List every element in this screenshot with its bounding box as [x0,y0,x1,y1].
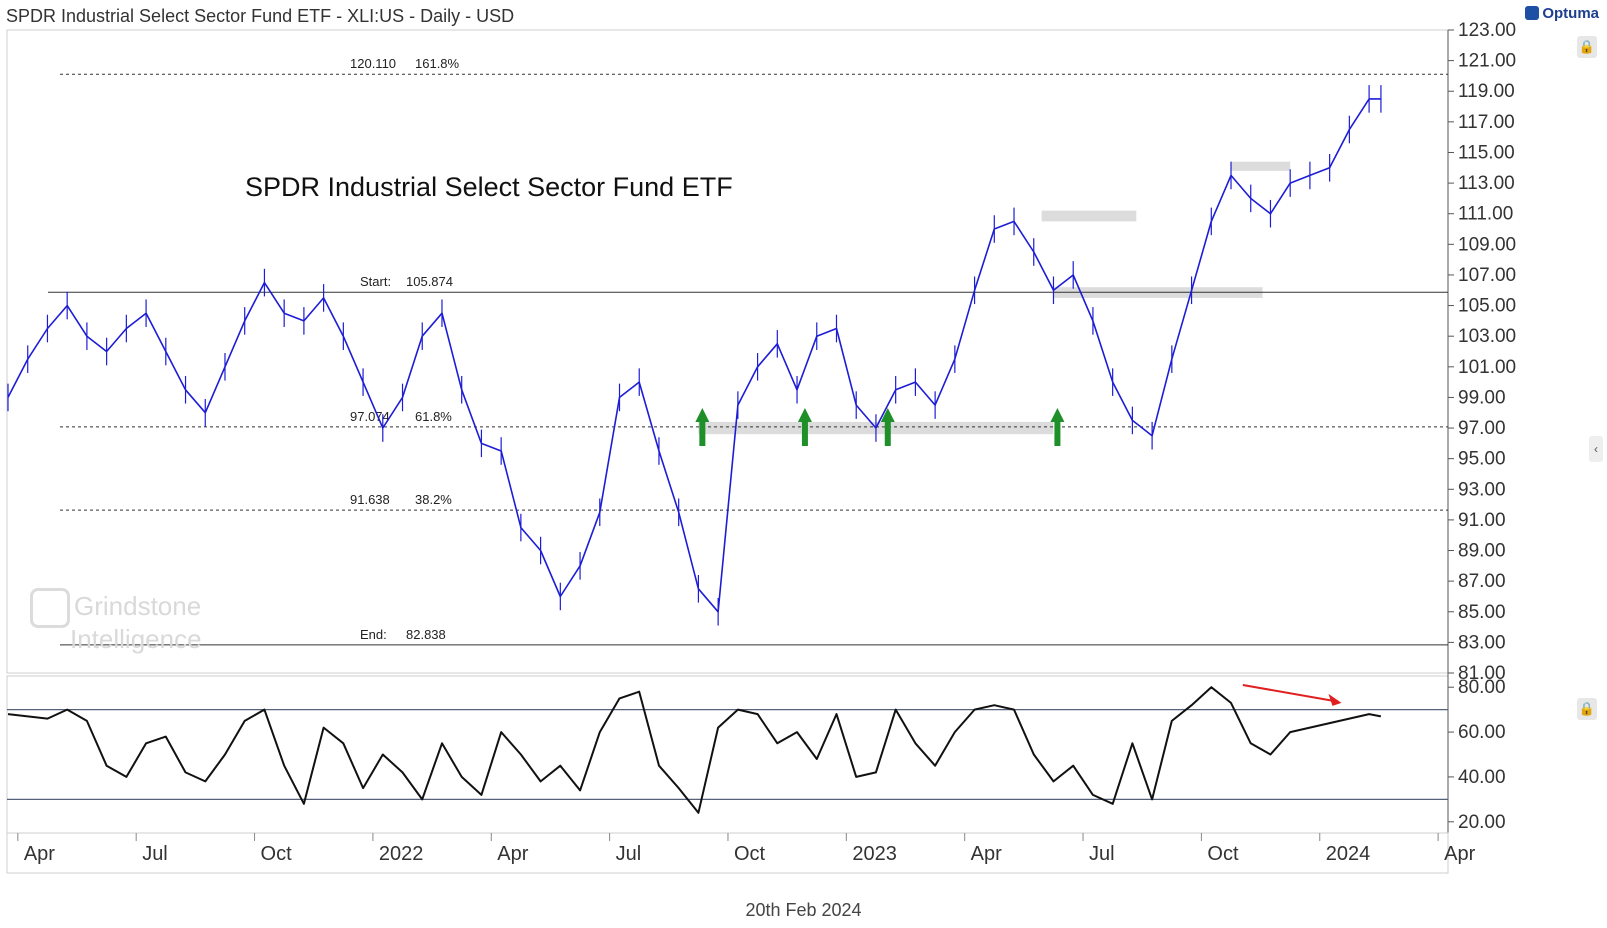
x-axis-tick-label: 2024 [1326,843,1371,865]
support-up-arrow [880,408,895,446]
chart-title: SPDR Industrial Select Sector Fund ETF [245,172,733,202]
x-axis-tick-label: Jul [142,843,168,865]
rsi-divergence-arrow-head [1328,693,1342,706]
collapse-panel-icon[interactable]: ‹ [1589,436,1603,462]
fib-level-value: 61.8% [415,409,452,424]
price-y-tick-label: 93.00 [1458,479,1506,500]
x-axis-tick-label: Oct [261,843,293,865]
x-axis-tick-label: Apr [24,843,55,865]
fib-level-value: 161.8% [415,56,460,71]
brand-name: Optuma [1542,5,1599,22]
support-up-arrow [1050,408,1065,446]
rsi-divergence-arrow-shaft [1242,683,1334,702]
price-y-tick-label: 95.00 [1458,449,1506,470]
price-y-tick-label: 83.00 [1458,632,1506,653]
price-y-tick-label: 121.00 [1458,51,1516,72]
price-y-tick-label: 85.00 [1458,602,1506,623]
price-y-tick-label: 111.00 [1458,204,1513,225]
price-y-tick-label: 105.00 [1458,296,1516,317]
rsi-y-tick-label: 80.00 [1458,677,1506,698]
x-axis-tick-label: 2022 [379,843,424,865]
price-y-tick-label: 89.00 [1458,541,1506,562]
support-up-arrow [695,408,710,446]
price-y-tick-label: 99.00 [1458,387,1506,408]
price-y-tick-label: 109.00 [1458,234,1516,255]
price-y-tick-label: 107.00 [1458,265,1516,286]
price-y-tick-label: 119.00 [1458,81,1515,102]
support-up-arrow [797,408,812,446]
brand-logo: Optuma [1525,5,1599,22]
x-axis-tick-label: Apr [1444,843,1475,865]
fib-level-label: End: [360,627,387,642]
rsi-panel-frame [6,675,1449,834]
support-zone [1231,161,1291,171]
rsi-y-tick-label: 40.00 [1458,767,1506,788]
price-y-tick-label: 97.00 [1458,418,1506,439]
support-zone [1041,210,1137,222]
x-axis-tick-label: Apr [971,843,1002,865]
rsi-y-tick-label: 20.00 [1458,812,1506,833]
fib-level-value: 82.838 [406,627,446,642]
x-axis-tick-label: Oct [734,843,766,865]
price-y-tick-label: 115.00 [1458,142,1515,163]
chart-date: 20th Feb 2024 [745,900,862,920]
price-y-tick-label: 87.00 [1458,571,1506,592]
price-y-tick-label: 113.00 [1458,173,1515,194]
x-axis-tick-label: 2023 [852,843,897,865]
x-axis-tick-label: Apr [497,843,528,865]
fib-level-label: 120.110 [350,56,396,71]
price-y-tick-label: 91.00 [1458,510,1506,531]
rsi-lock-icon[interactable]: 🔒 [1577,698,1597,720]
fib-level-label: 97.074 [350,409,390,424]
watermark-line2: Intelligence [70,624,202,654]
x-axis-tick-label: Oct [1207,843,1239,865]
fib-level-label: 91.638 [350,492,390,507]
chart-header-title: SPDR Industrial Select Sector Fund ETF -… [6,6,515,26]
price-y-tick-label: 101.00 [1458,357,1516,378]
rsi-series-line [7,686,1382,814]
x-axis-tick-label: Jul [616,843,642,865]
optuma-logo-icon [1525,6,1540,20]
fib-level-value: 105.874 [406,274,453,289]
watermark: Grindstone Intelligence [30,588,202,652]
watermark-logo-icon [30,588,70,628]
fib-level-value: 38.2% [415,492,452,507]
price-y-tick-label: 81.00 [1458,663,1506,684]
price-y-tick-label: 117.00 [1458,112,1515,133]
watermark-line1: Grindstone [74,590,202,621]
fib-level-label: Start: [360,274,391,289]
price-y-tick-label: 103.00 [1458,326,1516,347]
lock-icon[interactable]: 🔒 [1577,36,1597,58]
x-axis-tick-label: Jul [1089,843,1115,865]
price-y-tick-label: 123.00 [1458,20,1516,41]
price-panel-frame [6,29,1449,674]
rsi-y-tick-label: 60.00 [1458,722,1506,743]
